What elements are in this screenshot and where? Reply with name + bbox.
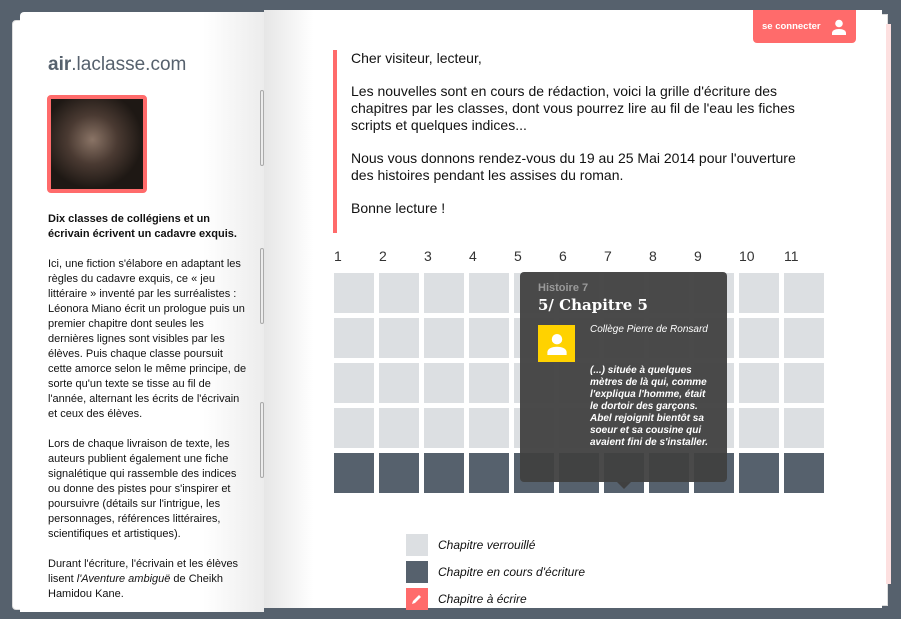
chapter-cell-locked[interactable]: [379, 408, 419, 448]
tooltip-story: Histoire 7: [538, 282, 589, 294]
column-number: 6: [559, 248, 567, 264]
tooltip-arrow: [617, 482, 631, 489]
column-number: 9: [694, 248, 702, 264]
legend: Chapitre verrouillé Chapitre en cours d'…: [406, 534, 585, 615]
tooltip-excerpt: (...) située à quelques mètres de là qui…: [590, 365, 708, 448]
column-number: 3: [424, 248, 432, 264]
chapter-cell-writing[interactable]: [379, 453, 419, 493]
column-number: 10: [739, 248, 755, 264]
chapter-cell-locked[interactable]: [334, 408, 374, 448]
author-photo: [47, 95, 147, 193]
binder-ring: [260, 90, 264, 166]
chapter-cell-locked[interactable]: [469, 408, 509, 448]
column-number: 2: [379, 248, 387, 264]
tooltip-chapter: 5/ Chapitre 5: [538, 296, 648, 314]
column-number: 11: [784, 248, 799, 264]
chapter-cell-locked[interactable]: [784, 273, 824, 313]
chapter-cell-locked[interactable]: [469, 363, 509, 403]
binder-ring: [260, 402, 264, 478]
chapter-cell-writing[interactable]: [469, 453, 509, 493]
chapter-cell-locked[interactable]: [469, 273, 509, 313]
intro-paragraph: Durant l'écriture, l'écrivain et les élè…: [48, 558, 239, 600]
binder-ring: [260, 248, 264, 324]
chapter-cell-locked[interactable]: [424, 273, 464, 313]
chapter-cell-locked[interactable]: [334, 273, 374, 313]
chapter-cell-locked[interactable]: [334, 318, 374, 358]
column-number: 4: [469, 248, 477, 264]
chapter-cell-locked[interactable]: [424, 408, 464, 448]
chapter-cell-locked[interactable]: [784, 318, 824, 358]
page-edge: [886, 24, 891, 584]
chapter-cell-writing[interactable]: [739, 453, 779, 493]
column-number: 8: [649, 248, 657, 264]
chapter-cell-locked[interactable]: [334, 363, 374, 403]
tooltip-school: Collège Pierre de Ronsard: [590, 324, 708, 335]
legend-swatch: [406, 588, 428, 610]
column-number: 5: [514, 248, 522, 264]
column-number: 7: [604, 248, 612, 264]
legend-item-locked: Chapitre verrouillé: [406, 534, 585, 556]
school-avatar: [538, 325, 575, 362]
legend-item-to-write: Chapitre à écrire: [406, 588, 585, 610]
intro-paragraph: Ici, une fiction s'élabore en adaptant l…: [48, 258, 247, 420]
chapter-cell-locked[interactable]: [739, 318, 779, 358]
chapter-cell-locked[interactable]: [379, 363, 419, 403]
legend-swatch: [406, 534, 428, 556]
intro-lead: Dix classes de collégiens et un écrivain…: [48, 213, 237, 240]
legend-swatch: [406, 561, 428, 583]
login-button[interactable]: se connecter: [753, 10, 856, 43]
chapter-cell-locked[interactable]: [739, 273, 779, 313]
legend-item-writing: Chapitre en cours d'écriture: [406, 561, 585, 583]
left-page: air.laclasse.com Dix classes de collégie…: [20, 12, 264, 612]
chapter-cell-locked[interactable]: [784, 363, 824, 403]
chapter-cell-locked[interactable]: [469, 318, 509, 358]
chapter-cell-locked[interactable]: [379, 273, 419, 313]
chapter-cell-locked[interactable]: [424, 318, 464, 358]
column-number: 1: [334, 248, 342, 264]
chapter-cell-locked[interactable]: [739, 408, 779, 448]
welcome-message: Cher visiteur, lecteur, Les nouvelles so…: [333, 50, 803, 233]
intro-text: Dix classes de collégiens et un écrivain…: [48, 212, 248, 617]
chapter-cell-writing[interactable]: [424, 453, 464, 493]
chapter-cell-locked[interactable]: [784, 408, 824, 448]
user-icon: [546, 333, 567, 355]
chapter-tooltip: Histoire 7 5/ Chapitre 5 Collège Pierre …: [520, 272, 727, 489]
chapter-cell-locked[interactable]: [739, 363, 779, 403]
pencil-icon: [412, 595, 421, 604]
chapter-cell-writing[interactable]: [334, 453, 374, 493]
site-logo[interactable]: air.laclasse.com: [48, 54, 187, 75]
intro-paragraph: Lors de chaque livraison de texte, les a…: [48, 438, 237, 540]
chapter-cell-writing[interactable]: [784, 453, 824, 493]
chapter-cell-locked[interactable]: [424, 363, 464, 403]
user-icon: [831, 19, 846, 35]
chapter-cell-locked[interactable]: [379, 318, 419, 358]
